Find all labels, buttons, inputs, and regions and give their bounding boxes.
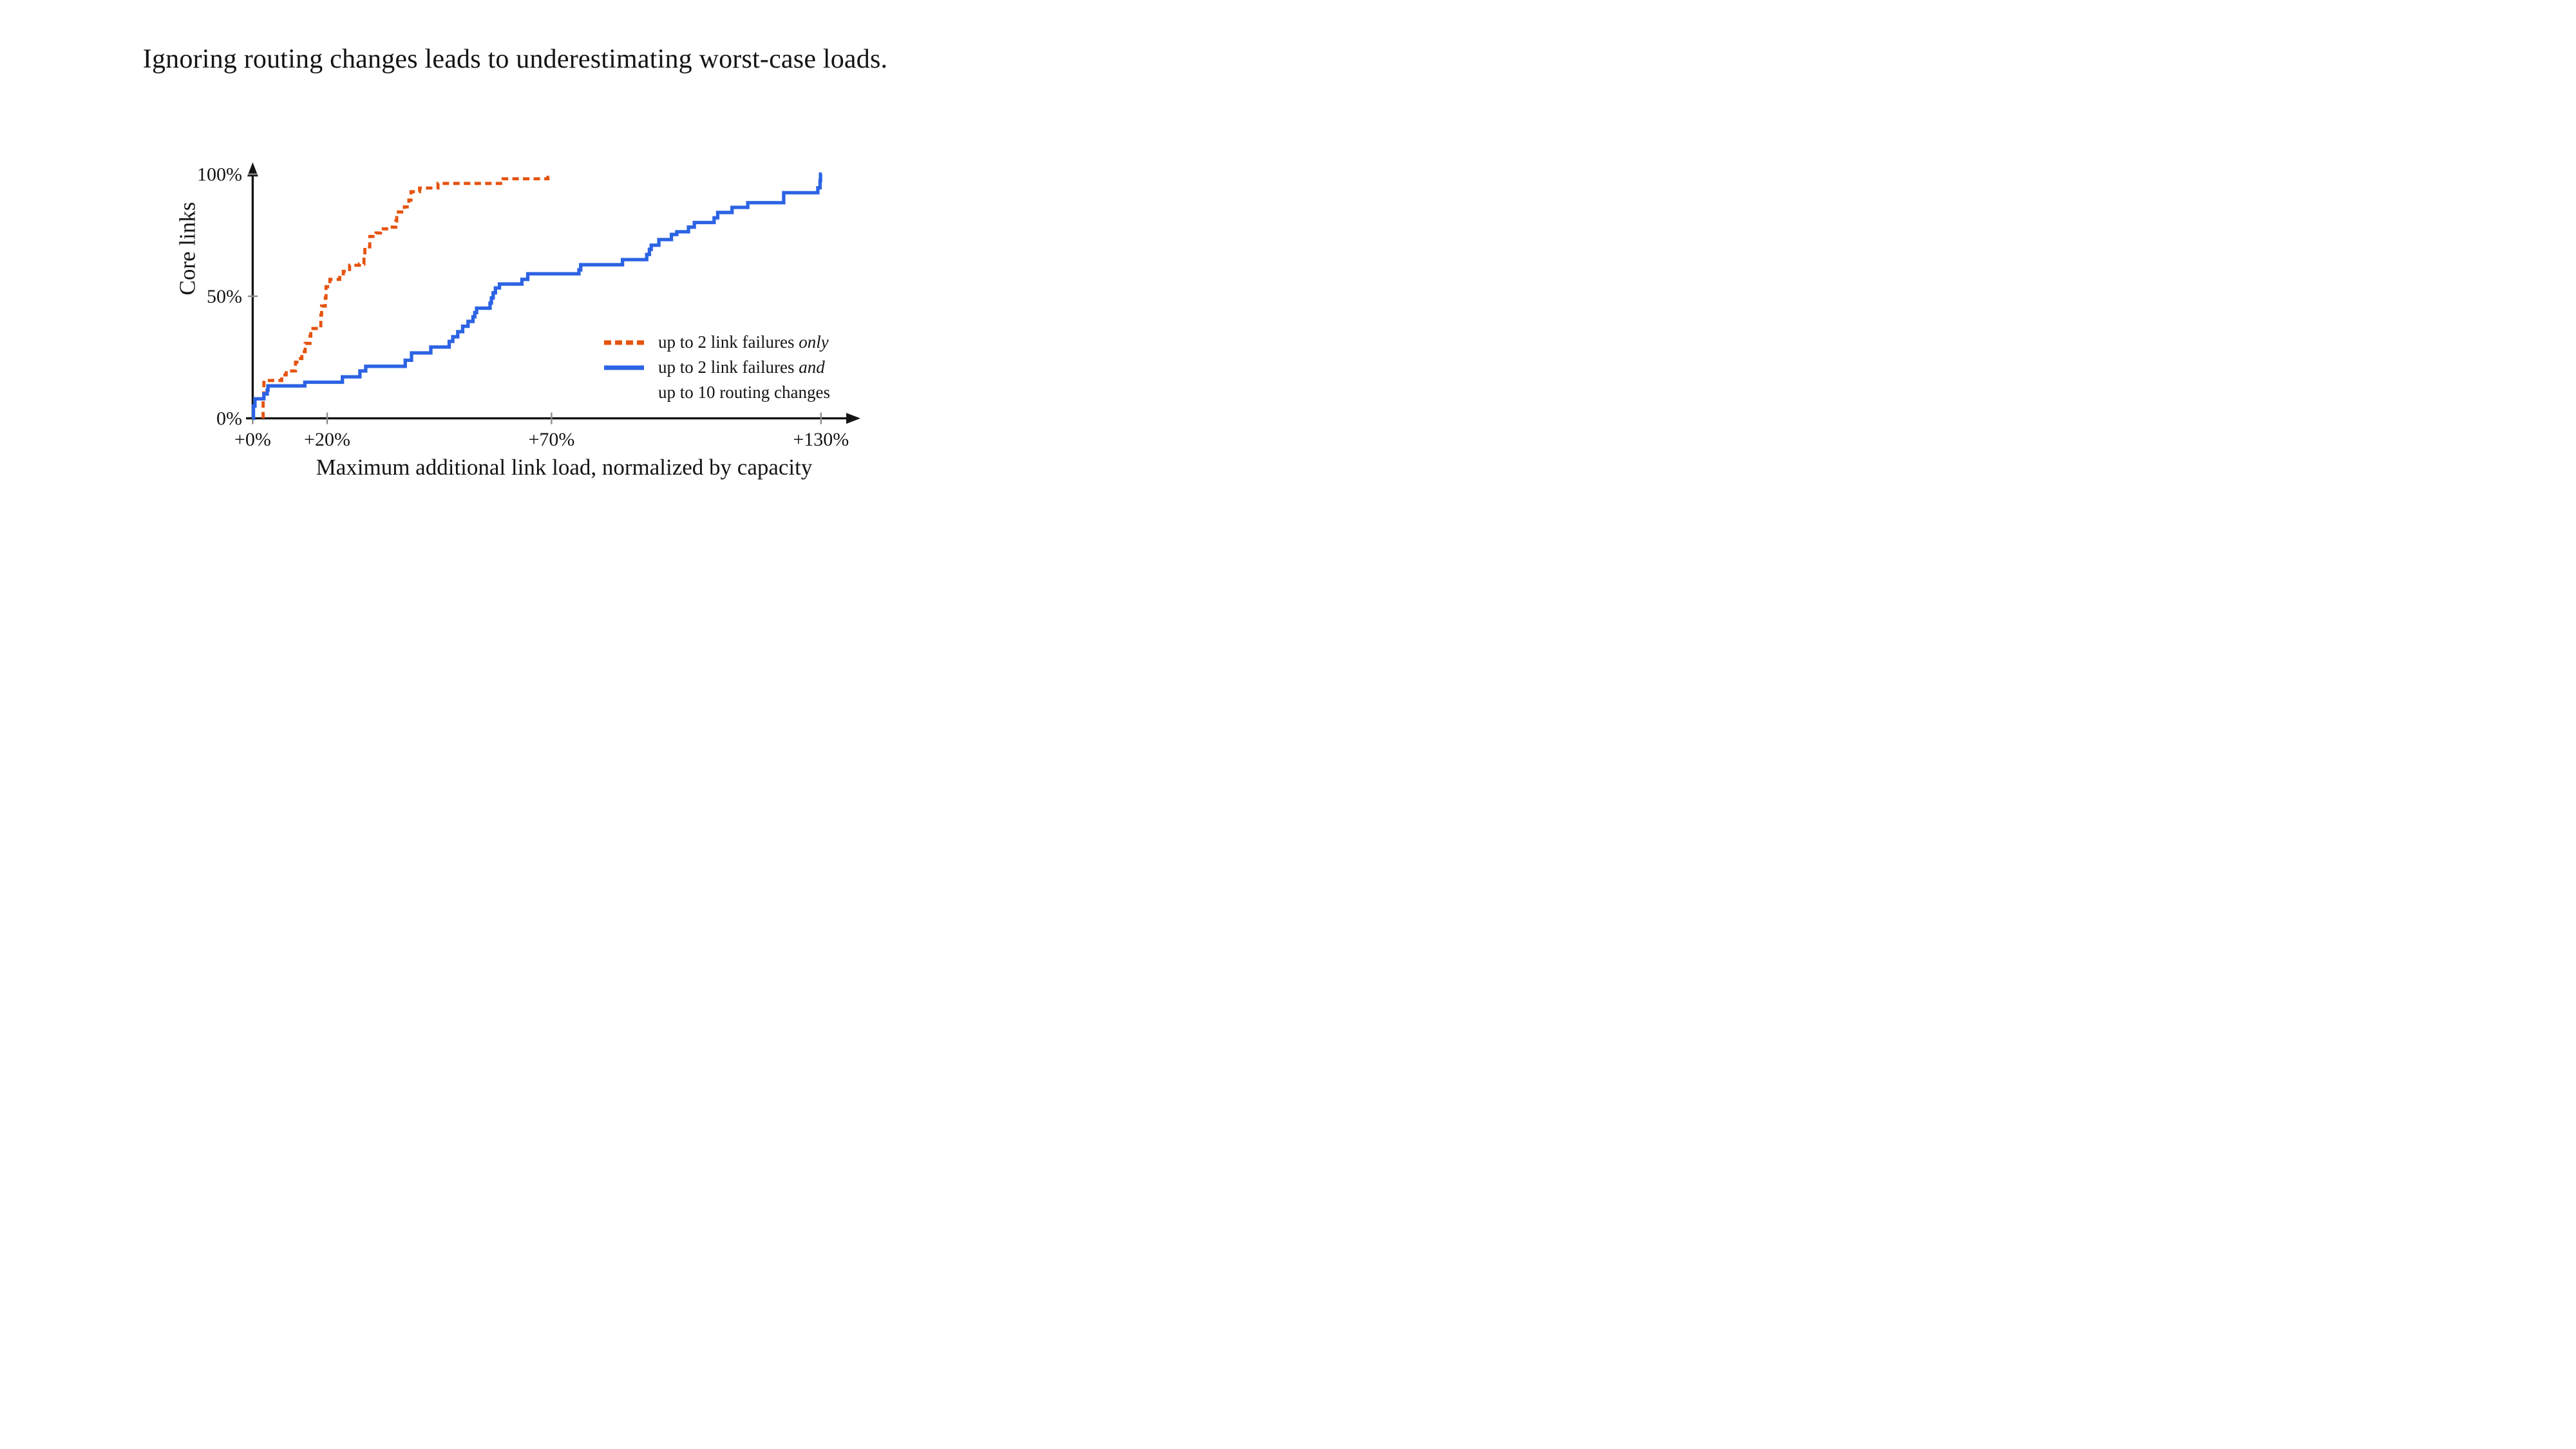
slide: { "title": "Ignoring routing changes lea…	[0, 0, 1030, 580]
y-axis-arrow-icon	[247, 162, 258, 176]
legend-label-routing-changes: up to 10 routing changes	[658, 383, 830, 402]
legend-row-failures-only: up to 2 link failures only	[604, 330, 830, 355]
legend-label-failures-only: up to 2 link failures only	[658, 332, 829, 352]
x-tick-label: +130%	[793, 429, 849, 450]
slide-title: Ignoring routing changes leads to undere…	[142, 44, 888, 74]
legend-label-failures-and: up to 2 link failures and	[658, 357, 825, 377]
curve-failures-only	[261, 175, 550, 419]
legend-spacer	[604, 390, 644, 395]
solid-line-sample	[604, 365, 644, 370]
curve-failures-and-routing	[251, 172, 822, 421]
x-axis-arrow-icon	[846, 413, 860, 424]
legend-row-routing-changes: up to 10 routing changes	[604, 380, 830, 405]
cdf-chart: +0% +20% +70% +130% 0% 50% 100%	[197, 162, 860, 450]
x-tick-label: +70%	[528, 429, 574, 450]
dashed-line-sample	[604, 340, 644, 345]
x-tick-label: +20%	[304, 429, 350, 450]
x-tick-label: +0%	[234, 429, 271, 450]
y-tick-label: 50%	[207, 286, 242, 307]
y-axis-label: Core links	[175, 202, 200, 296]
legend-row-failures-and: up to 2 link failures and	[604, 355, 830, 380]
y-tick-label: 0%	[216, 408, 242, 430]
x-axis-label: Maximum additional link load, normalized…	[316, 455, 813, 480]
y-tick-label: 100%	[197, 164, 242, 185]
legend: up to 2 link failures only up to 2 link …	[604, 330, 830, 405]
